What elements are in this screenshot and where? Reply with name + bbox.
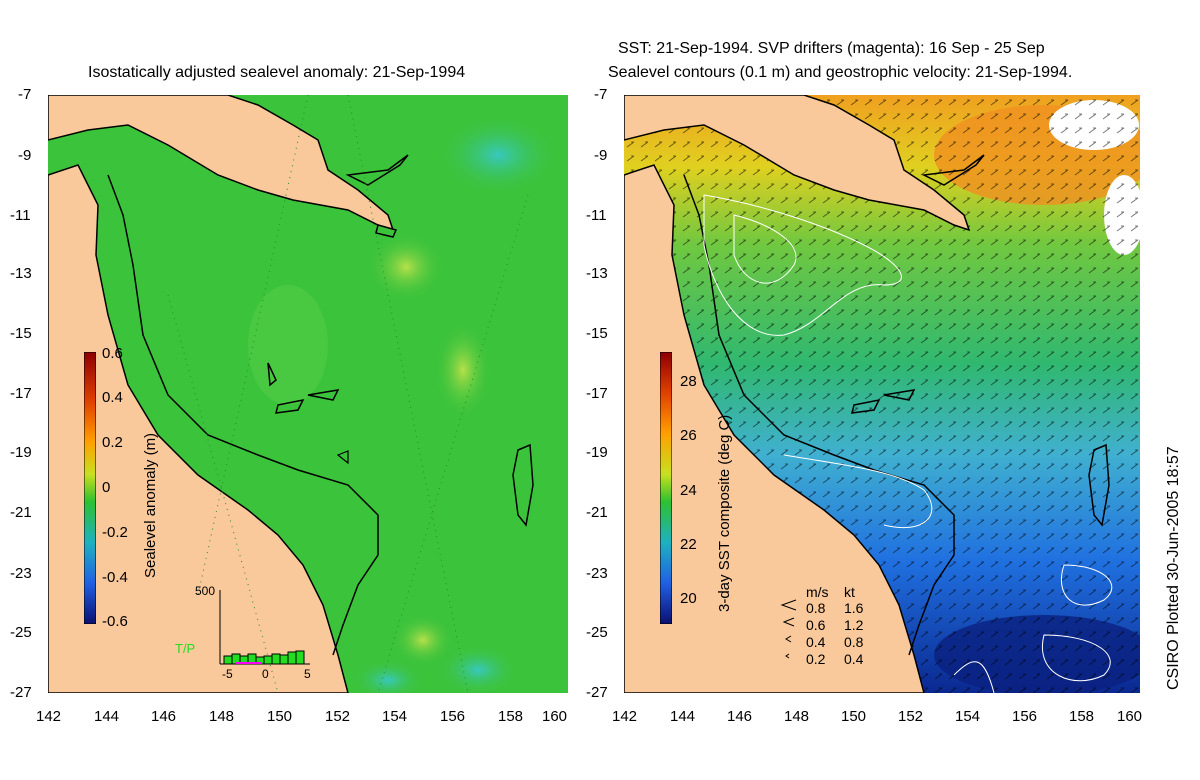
right-lon-tick-7: 156 <box>1012 708 1038 725</box>
right-map-title-line1: SST: 21-Sep-1994. SVP drifters (magenta)… <box>618 40 1045 57</box>
left-colorbar-tick-6: -0.6 <box>102 613 128 630</box>
left-colorbar-tick-5: -0.4 <box>102 569 128 586</box>
velocity-legend-ms-2: 0.4 <box>806 634 826 650</box>
velocity-legend-kt-2: 0.8 <box>844 634 864 650</box>
velocity-legend-kt-1: 1.2 <box>844 617 864 633</box>
left-colorbar-label: Sealevel anomaly (m) <box>142 432 159 578</box>
tp-inset-ymax: 500 <box>195 584 216 598</box>
left-lat-tick-7: -21 <box>10 504 32 521</box>
right-map-svg <box>624 95 1140 693</box>
left-colorbar-tick-1: 0.4 <box>102 389 123 406</box>
right-lon-tick-4: 150 <box>841 708 867 725</box>
left-lon-tick-3: 148 <box>209 708 235 725</box>
left-colorbar <box>84 352 96 624</box>
velocity-legend-header-kt: kt <box>844 584 855 600</box>
left-lon-tick-1: 144 <box>94 708 120 725</box>
velocity-legend-header-ms: m/s <box>806 584 829 600</box>
tp-inset-xtick-0: -5 <box>222 667 233 681</box>
right-lat-tick-0: -7 <box>594 86 608 103</box>
left-lat-tick-4: -15 <box>10 325 32 342</box>
left-map-title: Isostatically adjusted sealevel anomaly:… <box>88 64 466 81</box>
left-lat-tick-0: -7 <box>18 86 32 103</box>
left-lat-tick-8: -23 <box>10 565 32 582</box>
left-lon-tick-6: 154 <box>382 708 408 725</box>
right-colorbar-tick-2: 24 <box>680 482 697 499</box>
right-lon-tick-6: 154 <box>955 708 981 725</box>
left-lon-tick-2: 146 <box>151 708 177 725</box>
velocity-legend-kt-3: 0.4 <box>844 651 864 667</box>
right-lon-tick-9: 160 <box>1117 708 1143 725</box>
left-lon-tick-8: 158 <box>498 708 524 725</box>
left-colorbar-tick-0: 0.6 <box>102 345 123 362</box>
left-colorbar-tick-2: 0.2 <box>102 434 123 451</box>
right-lat-tick-10: -27 <box>586 684 608 701</box>
right-lat-tick-9: -25 <box>586 624 608 641</box>
left-lon-tick-4: 150 <box>267 708 293 725</box>
left-lat-tick-3: -13 <box>10 265 32 282</box>
right-lat-tick-1: -9 <box>594 147 608 164</box>
right-lat-tick-5: -17 <box>586 385 608 402</box>
left-sealevel-map <box>48 95 568 693</box>
right-lat-tick-8: -23 <box>586 565 608 582</box>
tp-inset-xtick-2: 5 <box>304 667 311 681</box>
plot-credit: CSIRO Plotted 30-Jun-2005 18:57 <box>1165 446 1182 690</box>
right-colorbar-tick-1: 26 <box>680 427 697 444</box>
left-lon-tick-9: 160 <box>542 708 568 725</box>
velocity-legend-ms-1: 0.6 <box>806 617 826 633</box>
left-lat-tick-1: -9 <box>18 147 32 164</box>
right-lon-tick-1: 144 <box>670 708 696 725</box>
right-colorbar-tick-3: 22 <box>680 536 697 553</box>
right-lon-tick-3: 148 <box>784 708 810 725</box>
tp-inset-histogram <box>219 590 310 665</box>
left-lat-tick-10: -27 <box>10 684 32 701</box>
left-lat-tick-5: -17 <box>10 385 32 402</box>
right-sst-map <box>624 95 1140 693</box>
left-lon-tick-0: 142 <box>36 708 62 725</box>
velocity-legend-kt-0: 1.6 <box>844 600 864 616</box>
right-colorbar-tick-4: 20 <box>680 590 697 607</box>
left-colorbar-tick-3: 0 <box>102 479 111 496</box>
right-colorbar-tick-0: 28 <box>680 373 697 390</box>
left-map-svg <box>48 95 568 693</box>
velocity-legend-ms-0: 0.8 <box>806 600 826 616</box>
velocity-legend-ms-3: 0.2 <box>806 651 826 667</box>
left-lat-tick-2: -11 <box>10 207 31 224</box>
right-lon-tick-2: 146 <box>727 708 753 725</box>
right-colorbar-label: 3-day SST composite (deg C) <box>716 414 733 612</box>
left-lat-tick-9: -25 <box>10 624 32 641</box>
right-map-title-line2: Sealevel contours (0.1 m) and geostrophi… <box>608 64 1073 81</box>
right-lat-tick-4: -15 <box>586 325 608 342</box>
right-lat-tick-2: -11 <box>586 207 607 224</box>
tp-inset-xtick-1: 0 <box>262 667 269 681</box>
tp-inset-label: T/P <box>175 641 196 656</box>
velocity-legend-arrows <box>780 599 797 659</box>
right-lat-tick-6: -19 <box>586 444 608 461</box>
right-lon-tick-5: 152 <box>898 708 924 725</box>
left-lat-tick-6: -19 <box>10 444 32 461</box>
right-lat-tick-3: -13 <box>586 265 608 282</box>
right-lon-tick-0: 142 <box>612 708 638 725</box>
left-lon-tick-5: 152 <box>325 708 351 725</box>
right-lon-tick-8: 158 <box>1069 708 1095 725</box>
right-lat-tick-7: -21 <box>586 504 608 521</box>
left-lon-tick-7: 156 <box>440 708 466 725</box>
left-colorbar-tick-4: -0.2 <box>102 524 128 541</box>
right-colorbar <box>660 352 672 624</box>
